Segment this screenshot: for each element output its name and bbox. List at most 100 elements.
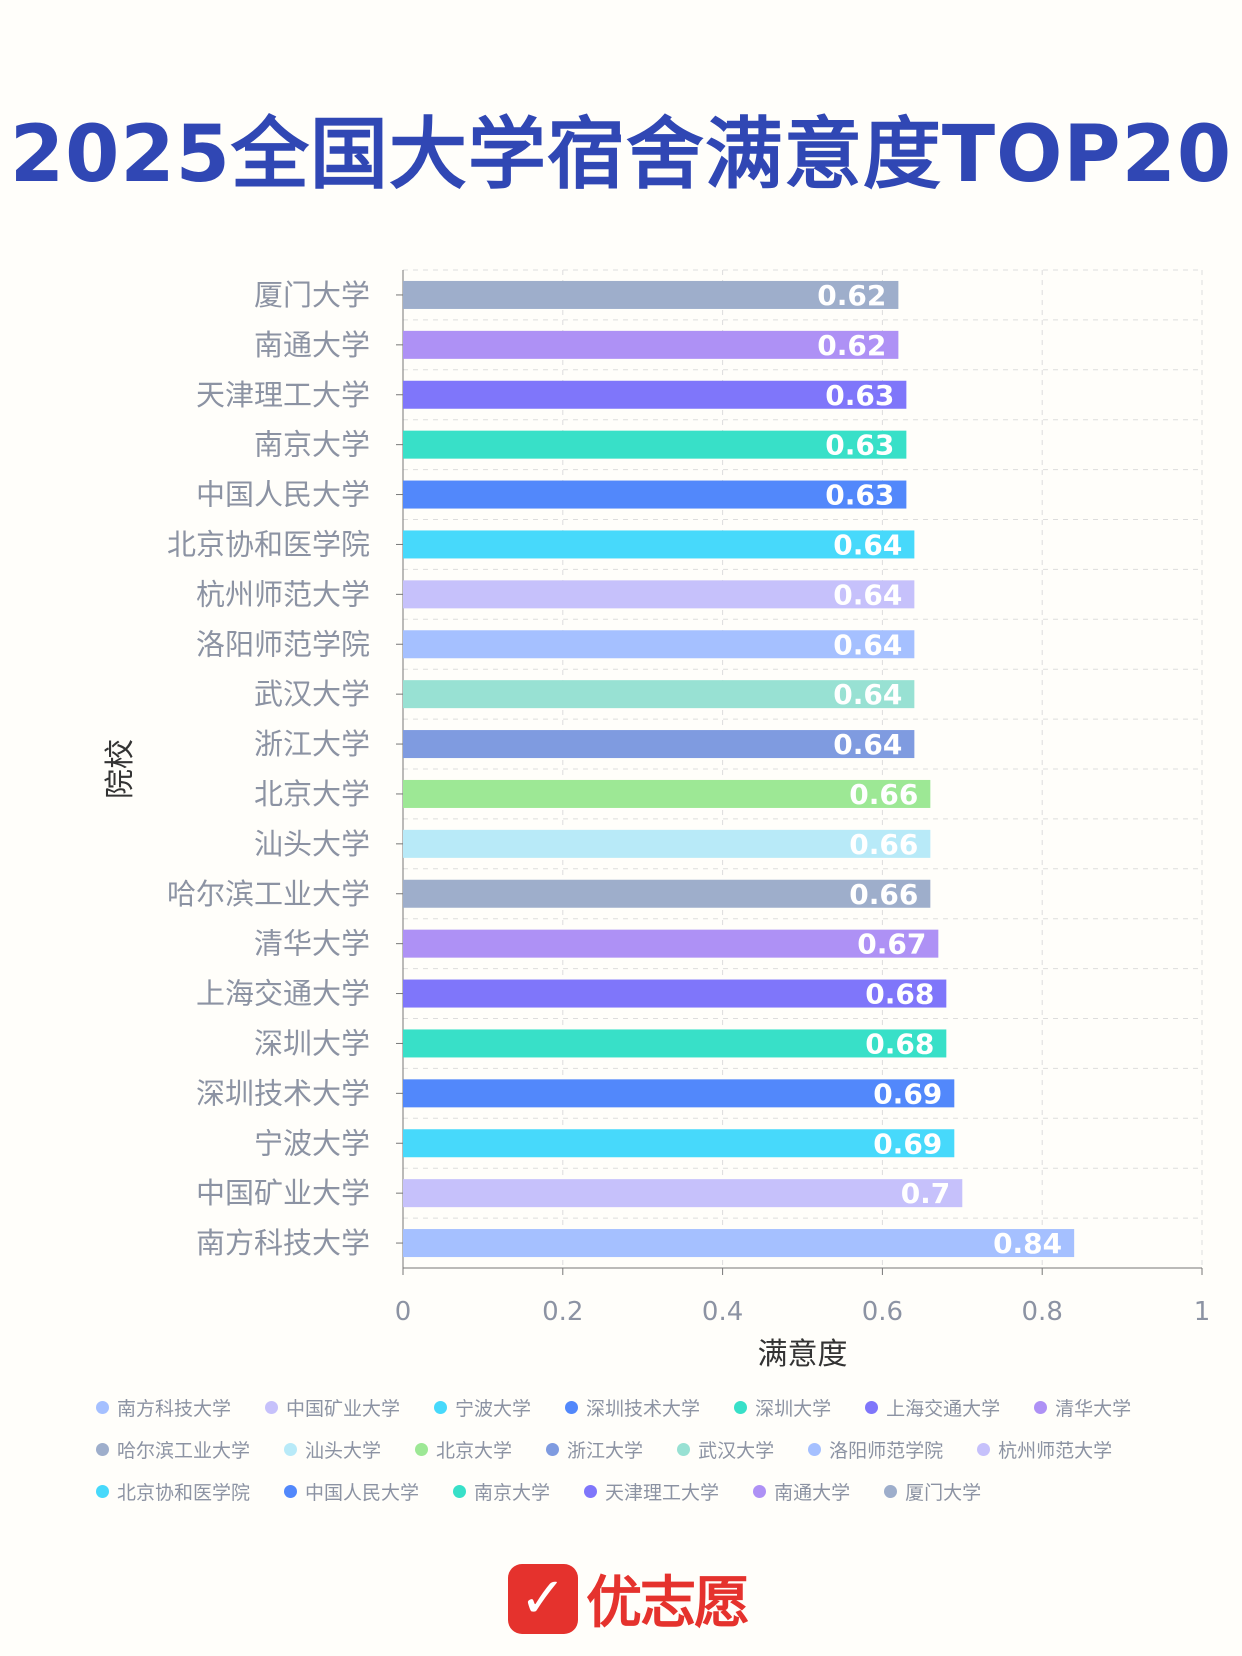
bar	[403, 1179, 963, 1208]
legend-item[interactable]: 武汉大学	[677, 1438, 775, 1462]
y-tick-label: 浙江大学	[254, 727, 370, 761]
y-tick-label: 深圳大学	[254, 1026, 370, 1060]
bar	[403, 380, 907, 409]
legend-label: 杭州师范大学	[998, 1439, 1113, 1462]
legend: 南方科技大学 中国矿业大学 宁波大学 深圳技术大学 深圳大学 上海交通大学 清华大学哈尔滨工…	[96, 1396, 1236, 1504]
y-tick-label: 清华大学	[254, 927, 370, 961]
y-tick-label: 中国人民大学	[196, 478, 370, 512]
bar	[403, 480, 907, 509]
x-tick-label: 1	[1194, 1297, 1211, 1327]
bar	[403, 829, 931, 858]
legend-label: 哈尔滨工业大学	[117, 1439, 251, 1462]
legend-label: 天津理工大学	[605, 1481, 720, 1504]
x-axis-title: 满意度	[758, 1337, 848, 1372]
legend-dot-icon	[284, 1484, 298, 1498]
bar-value-label: 0.64	[833, 678, 902, 711]
legend-dot-icon	[734, 1400, 748, 1414]
legend-dot-icon	[434, 1400, 448, 1414]
y-tick-label: 洛阳师范学院	[196, 627, 370, 661]
legend-dot-icon	[584, 1484, 598, 1498]
legend-item[interactable]: 深圳技术大学	[565, 1396, 701, 1420]
legend-label: 厦门大学	[905, 1481, 982, 1504]
bar	[403, 929, 939, 958]
legend-item[interactable]: 洛阳师范学院	[808, 1438, 944, 1462]
bar	[403, 1229, 1075, 1258]
legend-item[interactable]: 清华大学	[1034, 1396, 1132, 1420]
brand-logo: ✓ 优志愿	[508, 1558, 750, 1639]
legend-dot-icon	[96, 1442, 109, 1456]
x-tick-label: 0	[395, 1297, 412, 1327]
bar-value-label: 0.64	[833, 528, 902, 561]
legend-dot-icon	[753, 1484, 767, 1498]
bar	[403, 330, 899, 359]
bar	[403, 280, 899, 309]
legend-label: 深圳大学	[755, 1397, 832, 1420]
legend-dot-icon	[1034, 1400, 1048, 1414]
y-tick-label: 汕头大学	[254, 827, 370, 861]
legend-label: 浙江大学	[567, 1439, 644, 1462]
legend-label: 上海交通大学	[886, 1397, 1001, 1420]
bar-value-label: 0.66	[849, 828, 918, 861]
y-tick-label: 上海交通大学	[196, 977, 370, 1011]
legend-label: 深圳技术大学	[586, 1397, 701, 1420]
legend-item[interactable]: 北京大学	[415, 1438, 512, 1462]
legend-item[interactable]: 南方科技大学	[96, 1396, 232, 1420]
y-tick-label: 北京协和医学院	[167, 527, 370, 561]
bar	[403, 779, 931, 808]
legend-dot-icon	[96, 1400, 109, 1414]
x-tick-label: 0.4	[702, 1297, 743, 1327]
legend-item[interactable]: 宁波大学	[434, 1396, 532, 1420]
legend-item[interactable]: 南京大学	[453, 1480, 550, 1504]
bar	[403, 1029, 947, 1058]
legend-label: 南通大学	[774, 1481, 851, 1504]
bar	[403, 430, 907, 459]
legend-item[interactable]: 厦门大学	[884, 1480, 982, 1504]
legend-item[interactable]: 天津理工大学	[584, 1480, 720, 1504]
legend-dot-icon	[415, 1442, 429, 1456]
bar-value-label: 0.64	[833, 728, 902, 761]
bar-value-label: 0.66	[849, 878, 918, 911]
legend-label: 南方科技大学	[117, 1397, 232, 1420]
bar	[403, 730, 915, 759]
bar-value-label: 0.67	[857, 928, 926, 961]
legend-label: 宁波大学	[455, 1397, 532, 1420]
legend-item[interactable]: 汕头大学	[284, 1438, 382, 1462]
check-icon: ✓	[508, 1563, 578, 1634]
legend-item[interactable]: 中国矿业大学	[265, 1396, 401, 1420]
legend-item[interactable]: 浙江大学	[546, 1438, 644, 1462]
legend-dot-icon	[565, 1400, 579, 1414]
y-tick-label: 南通大学	[254, 328, 370, 362]
bar	[403, 680, 915, 709]
y-tick-label: 北京大学	[254, 777, 370, 811]
legend-item[interactable]: 深圳大学	[734, 1396, 832, 1420]
bar-value-label: 0.69	[873, 1127, 942, 1160]
legend-item[interactable]: 上海交通大学	[865, 1396, 1001, 1420]
legend-item[interactable]: 哈尔滨工业大学	[96, 1438, 251, 1462]
bar-chart: 0 0.2 0.4 0.6 0.8 1 厦门大学 0.62 南通大学 0.62 天津理工大学 0.63…	[103, 269, 1211, 1372]
legend-item[interactable]: 中国人民大学	[284, 1480, 420, 1504]
legend-label: 中国人民大学	[305, 1481, 420, 1504]
bar	[403, 580, 915, 609]
legend-label: 汕头大学	[305, 1439, 382, 1462]
legend-item[interactable]: 南通大学	[753, 1480, 851, 1504]
bar-value-label: 0.63	[825, 429, 894, 462]
bar-value-label: 0.68	[865, 1027, 934, 1060]
legend-dot-icon	[265, 1400, 279, 1414]
bar-value-label: 0.84	[993, 1227, 1062, 1260]
legend-dot-icon	[884, 1484, 898, 1498]
y-tick-label: 南方科技大学	[196, 1226, 370, 1260]
legend-item[interactable]: 北京协和医学院	[96, 1480, 250, 1504]
legend-label: 武汉大学	[698, 1439, 775, 1462]
legend-label: 洛阳师范学院	[829, 1439, 944, 1462]
legend-label: 中国矿业大学	[286, 1397, 401, 1420]
y-tick-label: 南京大学	[254, 428, 370, 462]
bar	[403, 1129, 955, 1158]
bar-value-label: 0.63	[825, 379, 894, 412]
legend-item[interactable]: 杭州师范大学	[977, 1438, 1113, 1462]
bar-value-label: 0.62	[817, 279, 886, 312]
bar-value-label: 0.68	[865, 978, 934, 1011]
legend-label: 清华大学	[1055, 1397, 1132, 1420]
legend-dot-icon	[284, 1442, 298, 1456]
y-tick-label: 武汉大学	[254, 677, 370, 711]
